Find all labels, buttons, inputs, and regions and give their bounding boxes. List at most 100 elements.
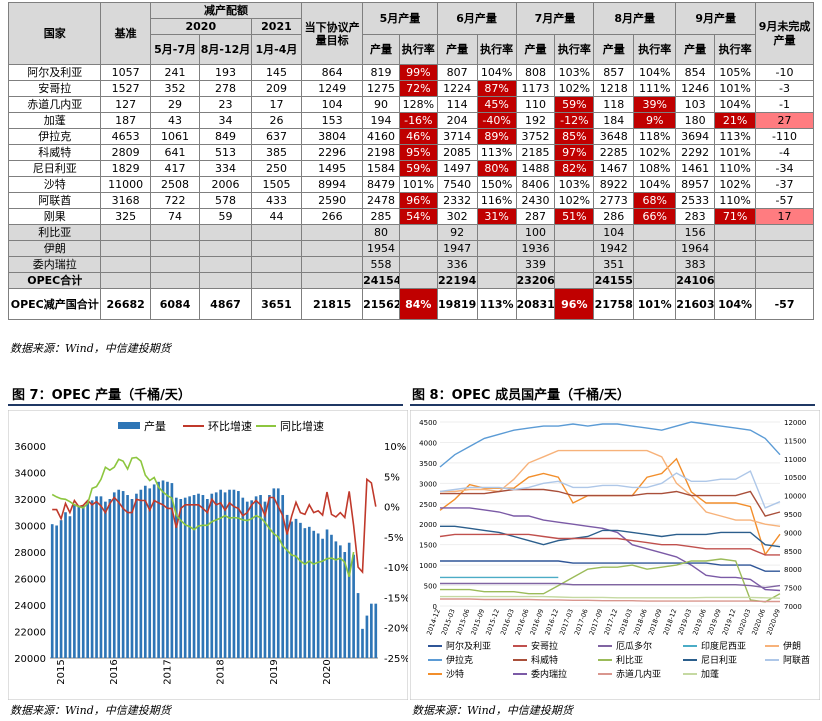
bar xyxy=(347,542,351,658)
bar xyxy=(285,514,289,658)
bar xyxy=(272,488,276,658)
header-cut-group: 减产配额 xyxy=(149,2,303,19)
cell-un: -37 xyxy=(755,176,814,193)
header-target: 当下协议产量目标 xyxy=(301,2,364,65)
cell-target: 1249 xyxy=(301,80,364,97)
cell-empty xyxy=(301,240,364,257)
figure-8-rule xyxy=(410,404,815,406)
cell-empty xyxy=(714,272,757,289)
cell-m6: 3714 xyxy=(436,128,478,145)
header-period-3: 1月-4月 xyxy=(250,34,303,65)
bar xyxy=(374,603,378,658)
cell-base: 26682 xyxy=(100,288,151,320)
series-line xyxy=(439,421,781,468)
y-tick-label: 22000 xyxy=(14,628,46,639)
cell-m7: 8406 xyxy=(515,176,556,193)
legend-label: 阿联酋 xyxy=(783,654,810,666)
bar xyxy=(166,481,169,658)
cell-m8: 351 xyxy=(593,256,635,273)
cell-e6: 150% xyxy=(476,176,517,193)
cell-e5: -16% xyxy=(398,112,438,129)
cell-empty xyxy=(199,256,252,273)
cell-m6: 114 xyxy=(436,96,478,113)
bar xyxy=(316,533,320,658)
cell-m6: 807 xyxy=(436,64,478,81)
y2-tick-label: 8500 xyxy=(784,548,802,556)
cell-e5: 96% xyxy=(398,192,438,209)
bar xyxy=(148,488,152,658)
cell-empty xyxy=(633,256,677,273)
bar xyxy=(50,524,54,658)
cell-e6: 87% xyxy=(476,80,517,97)
y-tick-label: 1500 xyxy=(419,542,437,550)
cell-empty xyxy=(301,224,364,241)
y2-tick-label: 11000 xyxy=(784,456,806,464)
opec-quota-table: 国家 基准 减产配额 当下协议产量目标 5月产量 6月产量 7月产量 8月产量 … xyxy=(7,2,814,320)
series-line xyxy=(440,560,780,572)
cell-m9: 8957 xyxy=(675,176,716,193)
x-tick-label: 2016 xyxy=(109,659,120,684)
y2-tick-label: 10500 xyxy=(784,474,806,482)
cell-e8: 39% xyxy=(633,96,677,113)
cell-m9: 1964 xyxy=(675,240,716,257)
cell-e6: -40% xyxy=(476,112,517,129)
bar xyxy=(77,506,81,658)
legend-label: 沙特 xyxy=(446,668,464,680)
table-row-exempt: 利比亚 80 92 100 104 156 xyxy=(7,224,814,241)
cell-empty xyxy=(398,256,438,273)
cell-p1: 74 xyxy=(149,208,201,225)
cell-e9: 104% xyxy=(714,96,757,113)
cell-m5: 194 xyxy=(362,112,400,129)
cell-e9: 71% xyxy=(714,208,757,225)
bar xyxy=(55,525,58,658)
cell-e6: 116% xyxy=(476,192,517,209)
country-name: 加蓬 xyxy=(7,112,102,129)
cell-m8: 118 xyxy=(593,96,635,113)
bar xyxy=(223,492,227,658)
y2-tick-label: -20% xyxy=(384,624,408,635)
cell-e7: 97% xyxy=(554,144,595,161)
cell-m7: 2430 xyxy=(515,192,556,209)
y-tick-label: 3500 xyxy=(419,460,437,468)
cell-p1: 641 xyxy=(149,144,201,161)
series-line xyxy=(439,470,781,509)
cell-m8: 104 xyxy=(593,224,635,241)
cell-e5: 99% xyxy=(398,64,438,81)
header-may: 5月产量 xyxy=(362,2,438,35)
cell-empty xyxy=(476,224,517,241)
bar xyxy=(64,512,67,658)
cell-un: -1 xyxy=(755,96,814,113)
bar xyxy=(201,495,205,658)
cell-e5: 72% xyxy=(398,80,438,97)
cell-p3: 433 xyxy=(250,192,303,209)
cell-m6: 7540 xyxy=(436,176,478,193)
cell-p1: 2508 xyxy=(149,176,201,193)
header-prod: 产量 xyxy=(362,34,400,65)
cell-m5: 24154 xyxy=(362,272,400,289)
cell-base: 325 xyxy=(100,208,151,225)
bar xyxy=(259,495,262,658)
cell-m8: 1467 xyxy=(593,160,635,177)
cell-m9: 156 xyxy=(675,224,716,241)
cut-total-name: OPEC减产国合计 xyxy=(7,288,102,320)
cell-empty xyxy=(100,272,151,289)
cell-m6: 22194 xyxy=(436,272,478,289)
cell-empty xyxy=(714,240,757,257)
cell-p3: 637 xyxy=(250,128,303,145)
cell-m9: 1461 xyxy=(675,160,716,177)
cell-m7: 339 xyxy=(515,256,556,273)
cell-e8: 111% xyxy=(633,80,677,97)
bar xyxy=(245,501,249,658)
legend-label: 伊拉克 xyxy=(446,654,473,666)
cell-e7: 85% xyxy=(554,128,595,145)
bar xyxy=(330,534,333,658)
x-tick-label: 2015 xyxy=(56,659,67,684)
bar xyxy=(268,495,271,658)
cell-m7: 3752 xyxy=(515,128,556,145)
bar xyxy=(143,485,147,658)
cell-empty xyxy=(149,240,201,257)
legend-label: 印度尼西亚 xyxy=(701,640,746,652)
cell-p1: 722 xyxy=(149,192,201,209)
legend-label: 厄瓜多尔 xyxy=(616,640,652,652)
cell-m9: 103 xyxy=(675,96,716,113)
